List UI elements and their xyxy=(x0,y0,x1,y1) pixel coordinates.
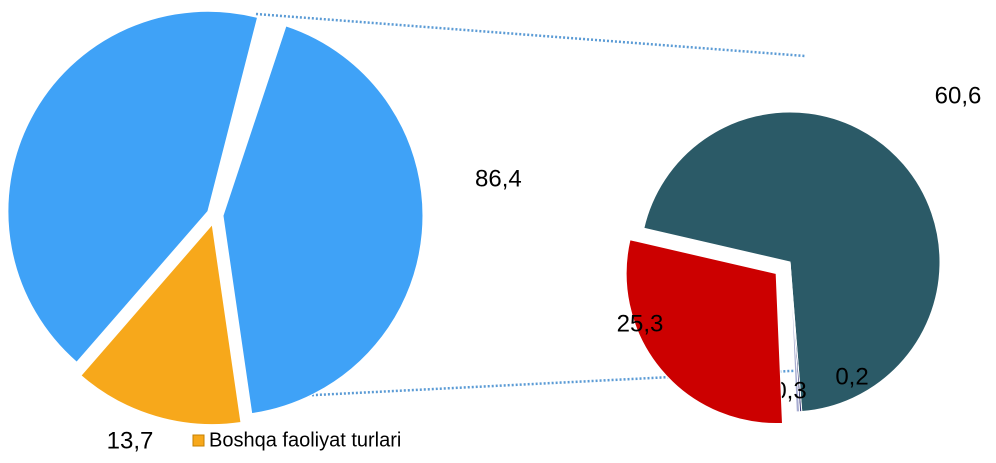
data-label: 0,2 xyxy=(835,363,868,390)
connector-line xyxy=(255,12,806,58)
legend-swatch xyxy=(192,434,205,447)
pie-slice xyxy=(625,239,783,424)
legend-text: Boshqa faoliyat turlari xyxy=(209,429,401,451)
data-label: 13,7 xyxy=(107,427,154,454)
connector-line xyxy=(255,368,811,400)
pie-slice xyxy=(80,223,242,426)
pie-slice xyxy=(789,261,801,413)
data-label: 86,4 xyxy=(475,165,522,192)
pie-slice xyxy=(7,10,424,415)
data-label: 60,6 xyxy=(935,82,982,109)
data-label: 25,3 xyxy=(617,310,664,337)
pie-slice xyxy=(643,111,941,413)
